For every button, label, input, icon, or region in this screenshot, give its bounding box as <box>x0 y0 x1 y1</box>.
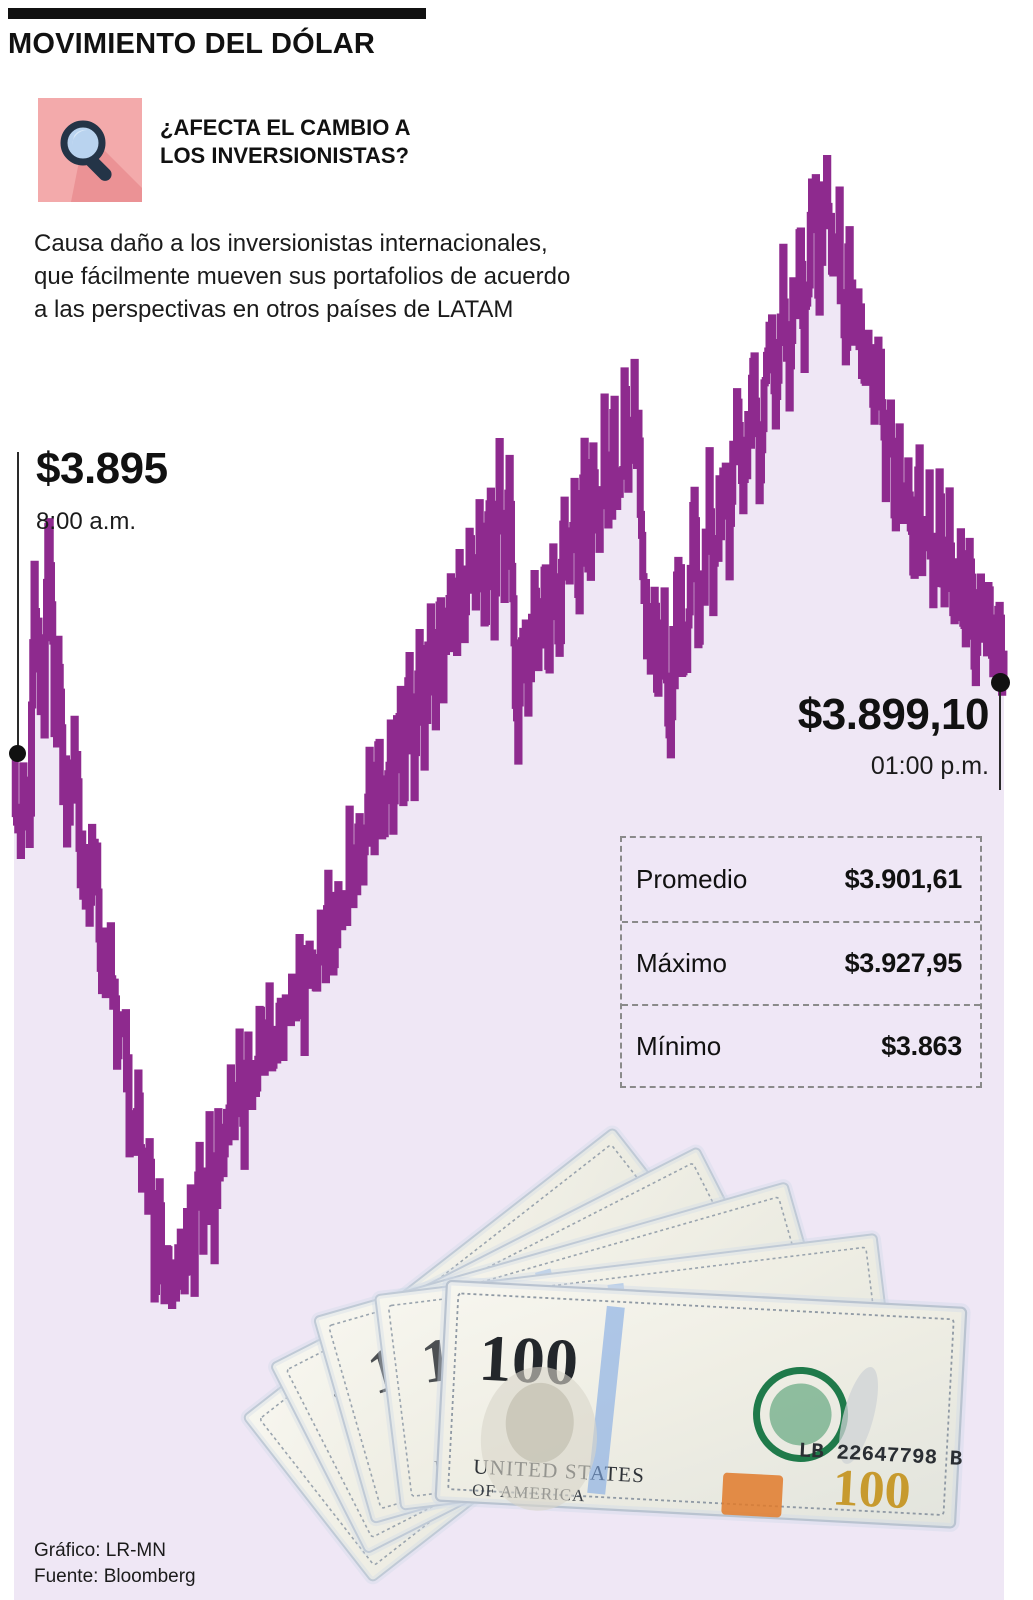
hundred-dollar-bills-image: 100 UNITED STATES 100 UNITED STATES 100 … <box>240 1075 1033 1600</box>
magnifier-icon <box>38 98 142 202</box>
subhead-line-1: ¿AFECTA EL CAMBIO A <box>160 115 411 140</box>
page-title: MOVIMIENTO DEL DÓLAR <box>8 28 376 60</box>
stats-row-maximo: Máximo $3.927,95 <box>622 921 980 1004</box>
stats-label: Mínimo <box>636 1031 722 1061</box>
title-rule <box>8 8 426 19</box>
credit-source: Fuente: Bloomberg <box>34 1565 196 1587</box>
open-marker-rule <box>17 452 19 754</box>
open-marker-dot <box>9 745 26 762</box>
close-marker-rule <box>999 686 1001 790</box>
close-time: 01:00 p.m. <box>870 752 989 780</box>
svg-text:100: 100 <box>831 1459 912 1520</box>
stats-value: $3.863 <box>881 1031 962 1061</box>
stats-value: $3.901,61 <box>844 864 963 894</box>
intro-line-1: Causa daño a los inversionistas internac… <box>34 230 548 257</box>
stats-value: $3.927,95 <box>844 948 963 978</box>
stats-row-promedio: Promedio $3.901,61 <box>622 838 980 921</box>
subhead-line-2: LOS INVERSIONISTAS? <box>160 143 409 169</box>
chart-line <box>11 154 1008 1310</box>
open-time: 8:00 a.m. <box>36 508 137 535</box>
credits: Gráfico: LR-MN Fuente: Bloomberg <box>34 1538 196 1590</box>
stats-label: Máximo <box>636 948 728 978</box>
close-marker-dot <box>991 673 1010 692</box>
intro-paragraph: Causa daño a los inversionistas internac… <box>34 228 734 327</box>
stats-label: Promedio <box>636 864 748 894</box>
stats-row-minimo: Mínimo $3.863 <box>622 1004 980 1087</box>
stats-box: Promedio $3.901,61 Máximo $3.927,95 Míni… <box>620 836 982 1088</box>
credit-graphic: Gráfico: LR-MN <box>34 1539 166 1561</box>
close-price: $3.899,10 <box>797 690 990 739</box>
intro-line-2: que fácilmente mueven sus portafolios de… <box>34 262 571 290</box>
open-price: $3.895 <box>36 444 168 493</box>
subhead: ¿AFECTA EL CAMBIO A LOS INVERSIONISTAS? <box>160 114 580 170</box>
intro-line-3: a las perspectivas en otros países de LA… <box>34 295 514 323</box>
